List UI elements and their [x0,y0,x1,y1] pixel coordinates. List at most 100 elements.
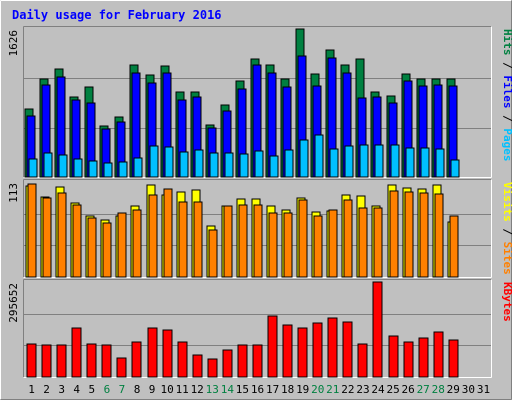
x-tick-label-7: 7 [119,383,126,396]
bar-sites-day-12 [193,201,203,278]
x-tick-label-27: 27 [417,383,430,396]
bar-kbytes-day-23 [357,343,368,378]
bar-kbytes-day-28 [433,331,444,378]
x-tick-label-5: 5 [88,383,95,396]
bar-kbytes-day-14 [222,349,233,378]
bar-pages-day-29 [450,159,460,178]
bar-sites-day-26 [404,191,414,278]
bar-sites-day-6 [102,222,112,278]
bar-sites-day-7 [117,212,127,278]
bar-kbytes-day-17 [267,315,278,378]
bar-kbytes-day-29 [448,339,459,378]
bar-sites-day-4 [72,204,82,278]
x-tick-label-21: 21 [326,383,339,396]
bar-pages-day-8 [133,157,143,178]
bar-kbytes-day-26 [403,341,414,378]
bar-pages-day-6 [103,162,113,178]
bar-pages-day-7 [118,161,128,178]
bar-pages-day-9 [149,145,159,178]
bar-pages-day-23 [359,144,369,178]
bar-pages-day-14 [224,152,234,178]
bar-pages-day-5 [88,160,98,178]
bar-pages-day-3 [58,154,68,178]
bar-sites-day-28 [434,193,444,278]
legend-item: Pages [501,128,512,161]
bar-kbytes-day-16 [252,344,263,378]
bar-kbytes-day-5 [86,343,97,378]
x-tick-label-18: 18 [281,383,294,396]
x-tick-label-10: 10 [160,383,173,396]
bar-sites-day-3 [57,192,67,278]
x-tick-label-31: 31 [477,383,490,396]
legend-kbytes: KBytes [501,282,512,322]
bar-sites-day-25 [389,190,399,278]
bar-kbytes-day-1 [26,343,37,378]
bar-pages-day-18 [284,149,294,178]
x-tick-label-23: 23 [356,383,369,396]
bar-kbytes-day-27 [418,337,429,378]
bar-kbytes-day-11 [177,341,188,378]
bar-sites-day-18 [283,212,293,278]
bar-pages-day-2 [43,152,53,178]
bar-sites-day-9 [148,194,158,278]
legend-item: KBytes [501,282,512,322]
x-tick-label-30: 30 [462,383,475,396]
x-tick-label-29: 29 [447,383,460,396]
x-tick-label-3: 3 [58,383,65,396]
x-tick-label-22: 22 [341,383,354,396]
bar-kbytes-day-24 [372,281,383,378]
legend-item: Hits [501,29,512,56]
x-tick-label-12: 12 [191,383,204,396]
bar-kbytes-day-20 [312,322,323,378]
x-tick-label-16: 16 [251,383,264,396]
bar-pages-day-16 [254,150,264,178]
bar-pages-day-12 [194,149,204,178]
x-tick-label-15: 15 [236,383,249,396]
chart-title: Daily usage for February 2016 [12,8,222,22]
legend-item: Sites [501,242,512,275]
x-tick-label-20: 20 [311,383,324,396]
y-max-label: 295652 [7,283,20,323]
x-tick-label-14: 14 [221,383,235,396]
y-max-label: 113 [7,183,20,203]
bar-kbytes-day-6 [101,344,112,378]
bar-pages-day-21 [329,148,339,178]
bar-kbytes-day-21 [327,317,338,378]
bar-pages-day-17 [269,155,279,178]
x-tick-label-25: 25 [386,383,399,396]
bar-kbytes-day-18 [282,324,293,378]
x-axis-day-labels: 1 2 3 4 5 6 7 8 9 10 11 12 13 14 15 16 17 18 19 20 21 22 23 24 2… [28,383,490,396]
x-tick-label-6: 6 [104,383,111,396]
bar-pages-day-22 [344,145,354,178]
x-tick-label-11: 11 [176,383,189,396]
legend-hits-files-pages: Hits / Files / Pages [501,29,512,162]
legend-item: Files [501,75,512,108]
bar-kbytes-day-25 [388,335,399,378]
chart-panels: 1626 Hits / Files / Pages 113 Visits / Site… [7,26,512,378]
bar-pages-day-19 [299,139,309,178]
bar-pages-day-28 [435,148,445,178]
panel-hits-files-pages: 1626 Hits / Files / Pages [7,26,512,178]
bar-sites-day-8 [132,209,142,278]
bar-kbytes-day-10 [162,329,173,378]
bar-kbytes-day-3 [56,344,67,378]
bar-sites-day-1 [27,183,37,278]
bar-pages-day-20 [314,134,324,178]
x-tick-label-2: 2 [43,383,50,396]
bar-sites-day-29 [449,215,459,278]
x-tick-label-17: 17 [266,383,279,396]
bar-pages-day-15 [239,153,249,178]
bar-kbytes-day-15 [237,344,248,378]
bar-pages-day-24 [374,144,384,178]
x-tick-label-8: 8 [134,383,141,396]
bar-sites-day-20 [313,215,323,278]
legend-item: / [501,222,512,242]
bar-kbytes-day-7 [116,357,127,378]
bar-kbytes-day-13 [207,358,218,378]
legend-item: / [501,56,512,76]
bar-sites-day-15 [238,204,248,278]
bar-kbytes-day-4 [71,327,82,378]
y-max-label: 1626 [7,30,20,57]
bar-pages-day-27 [420,147,430,178]
bar-pages-day-4 [73,158,83,178]
